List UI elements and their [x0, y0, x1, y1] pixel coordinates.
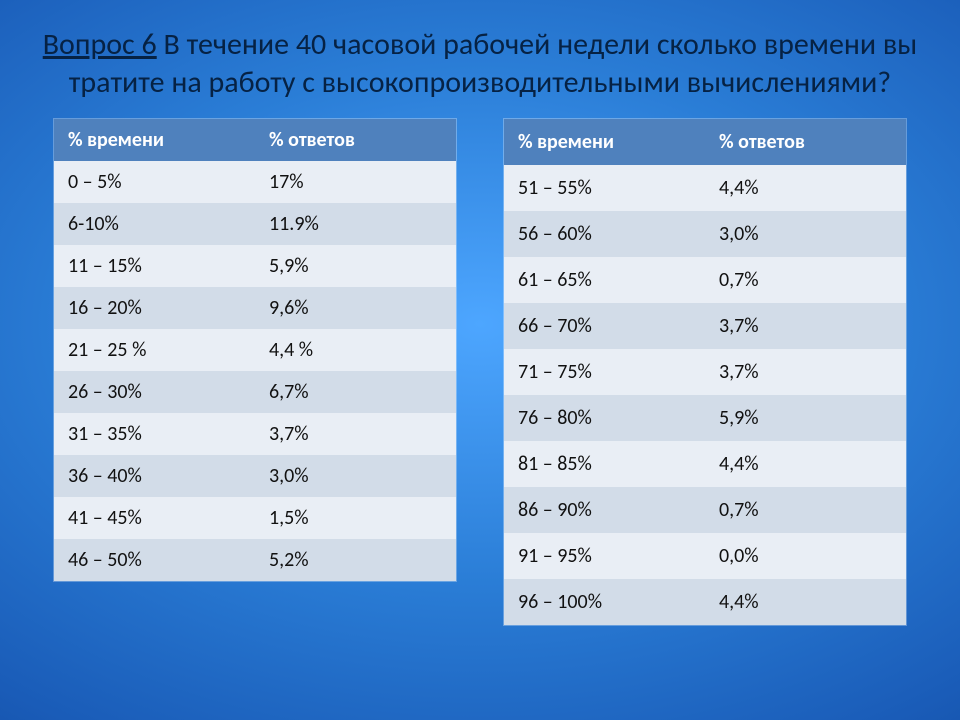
cell-range: 51 – 55%: [504, 165, 705, 211]
col-header-time: % времени: [54, 119, 255, 161]
question-label: Вопрос 6: [43, 26, 157, 63]
cell-value: 5,2%: [255, 539, 456, 581]
cell-value: 17%: [255, 161, 456, 203]
table-row: 41 – 45%1,5%: [54, 497, 456, 539]
cell-value: 5,9%: [705, 395, 906, 441]
cell-value: 3,0%: [255, 455, 456, 497]
cell-value: 0,0%: [705, 533, 906, 579]
table-row: 6-10%11.9%: [54, 203, 456, 245]
table-row: 81 – 85%4,4%: [504, 441, 906, 487]
table-row: 86 – 90%0,7%: [504, 487, 906, 533]
cell-range: 86 – 90%: [504, 487, 705, 533]
table-row: 11 – 15%5,9%: [54, 245, 456, 287]
cell-range: 96 – 100%: [504, 579, 705, 625]
cell-range: 91 – 95%: [504, 533, 705, 579]
table-row: 51 – 55%4,4%: [504, 165, 906, 211]
col-header-time: % времени: [504, 119, 705, 165]
col-header-answers: % ответов: [255, 119, 456, 161]
title-text: В течение 40 часовой рабочей недели скол…: [69, 26, 918, 101]
table-left-wrap: % времени % ответов 0 – 5%17%6-10%11.9%1…: [54, 119, 456, 581]
table-row: 46 – 50%5,2%: [54, 539, 456, 581]
table-right-body: 51 – 55%4,4%56 – 60%3,0%61 – 65%0,7%66 –…: [504, 165, 906, 625]
cell-value: 0,7%: [705, 487, 906, 533]
table-left: % времени % ответов 0 – 5%17%6-10%11.9%1…: [54, 119, 456, 581]
cell-range: 81 – 85%: [504, 441, 705, 487]
table-header-row: % времени % ответов: [54, 119, 456, 161]
cell-range: 36 – 40%: [54, 455, 255, 497]
slide-title: Вопрос 6 В течение 40 часовой рабочей не…: [42, 26, 918, 101]
cell-value: 4,4%: [705, 441, 906, 487]
table-row: 91 – 95%0,0%: [504, 533, 906, 579]
cell-value: 4,4%: [705, 165, 906, 211]
tables-container: % времени % ответов 0 – 5%17%6-10%11.9%1…: [42, 119, 918, 625]
cell-range: 21 – 25 %: [54, 329, 255, 371]
cell-range: 46 – 50%: [54, 539, 255, 581]
cell-range: 0 – 5%: [54, 161, 255, 203]
col-header-answers: % ответов: [705, 119, 906, 165]
cell-range: 16 – 20%: [54, 287, 255, 329]
cell-range: 66 – 70%: [504, 303, 705, 349]
table-row: 36 – 40%3,0%: [54, 455, 456, 497]
table-row: 21 – 25 %4,4 %: [54, 329, 456, 371]
table-row: 26 – 30%6,7%: [54, 371, 456, 413]
cell-value: 3,0%: [705, 211, 906, 257]
cell-value: 5,9%: [255, 245, 456, 287]
cell-value: 3,7%: [255, 413, 456, 455]
cell-range: 56 – 60%: [504, 211, 705, 257]
table-row: 56 – 60%3,0%: [504, 211, 906, 257]
cell-value: 9,6%: [255, 287, 456, 329]
table-row: 96 – 100%4,4%: [504, 579, 906, 625]
table-row: 66 – 70%3,7%: [504, 303, 906, 349]
cell-range: 26 – 30%: [54, 371, 255, 413]
table-left-body: 0 – 5%17%6-10%11.9%11 – 15%5,9%16 – 20%9…: [54, 161, 456, 581]
cell-range: 76 – 80%: [504, 395, 705, 441]
cell-range: 71 – 75%: [504, 349, 705, 395]
table-header-row: % времени % ответов: [504, 119, 906, 165]
table-right: % времени % ответов 51 – 55%4,4%56 – 60%…: [504, 119, 906, 625]
table-right-wrap: % времени % ответов 51 – 55%4,4%56 – 60%…: [504, 119, 906, 625]
cell-range: 31 – 35%: [54, 413, 255, 455]
cell-value: 4,4 %: [255, 329, 456, 371]
cell-value: 3,7%: [705, 349, 906, 395]
cell-value: 6,7%: [255, 371, 456, 413]
table-row: 76 – 80%5,9%: [504, 395, 906, 441]
cell-value: 1,5%: [255, 497, 456, 539]
table-row: 16 – 20%9,6%: [54, 287, 456, 329]
table-row: 71 – 75%3,7%: [504, 349, 906, 395]
cell-value: 0,7%: [705, 257, 906, 303]
cell-value: 4,4%: [705, 579, 906, 625]
cell-range: 41 – 45%: [54, 497, 255, 539]
table-row: 0 – 5%17%: [54, 161, 456, 203]
table-row: 31 – 35%3,7%: [54, 413, 456, 455]
cell-value: 11.9%: [255, 203, 456, 245]
cell-range: 61 – 65%: [504, 257, 705, 303]
cell-range: 6-10%: [54, 203, 255, 245]
table-row: 61 – 65%0,7%: [504, 257, 906, 303]
slide: Вопрос 6 В течение 40 часовой рабочей не…: [0, 0, 960, 720]
cell-value: 3,7%: [705, 303, 906, 349]
cell-range: 11 – 15%: [54, 245, 255, 287]
